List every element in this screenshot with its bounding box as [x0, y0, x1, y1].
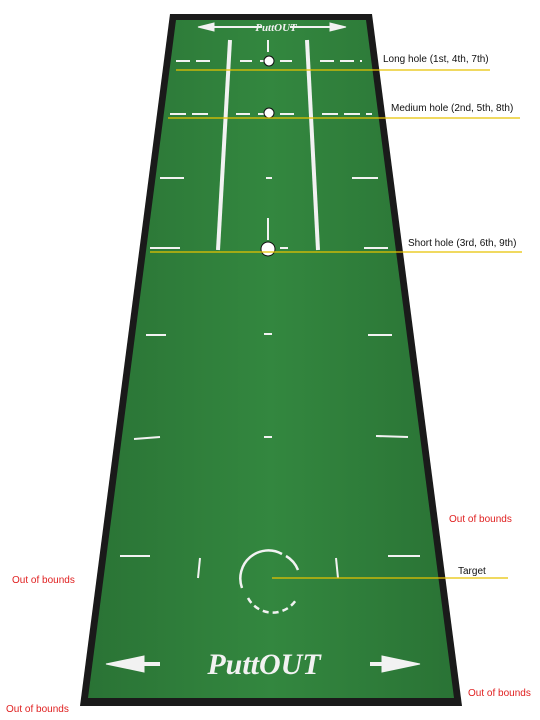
target-label: Target: [458, 566, 486, 577]
out-of-bounds-label-left: Out of bounds: [12, 575, 75, 586]
long-hole-label: Long hole (1st, 4th, 7th): [383, 54, 489, 65]
bottom-logo-arrows: [105, 655, 421, 673]
bottom-logo-text: PuttOUT: [206, 648, 322, 681]
short-hole-label: Short hole (3rd, 6th, 9th): [408, 238, 517, 249]
tick-row-2: [146, 333, 392, 336]
medium-hole: [263, 107, 275, 119]
top-logo: [197, 22, 347, 32]
short-hole: [260, 241, 276, 257]
out-of-bounds-label-bottom-left: Out of bounds: [6, 704, 69, 715]
tick-row-3: [133, 435, 409, 440]
tick-row-4: [120, 555, 420, 579]
right-rail: [305, 39, 320, 251]
short-hole-line: [150, 218, 388, 249]
mat-surface: [88, 20, 454, 698]
top-logo-text: PuttOUT: [255, 22, 298, 34]
out-of-bounds-label-bottom-right: Out of bounds: [468, 688, 531, 699]
left-rail: [216, 39, 232, 251]
medium-hole-label: Medium hole (2nd, 5th, 8th): [391, 103, 514, 114]
callout-lines: [150, 69, 522, 579]
target: [239, 549, 300, 614]
out-of-bounds-label-right: Out of bounds: [449, 514, 512, 525]
long-hole: [263, 55, 275, 67]
